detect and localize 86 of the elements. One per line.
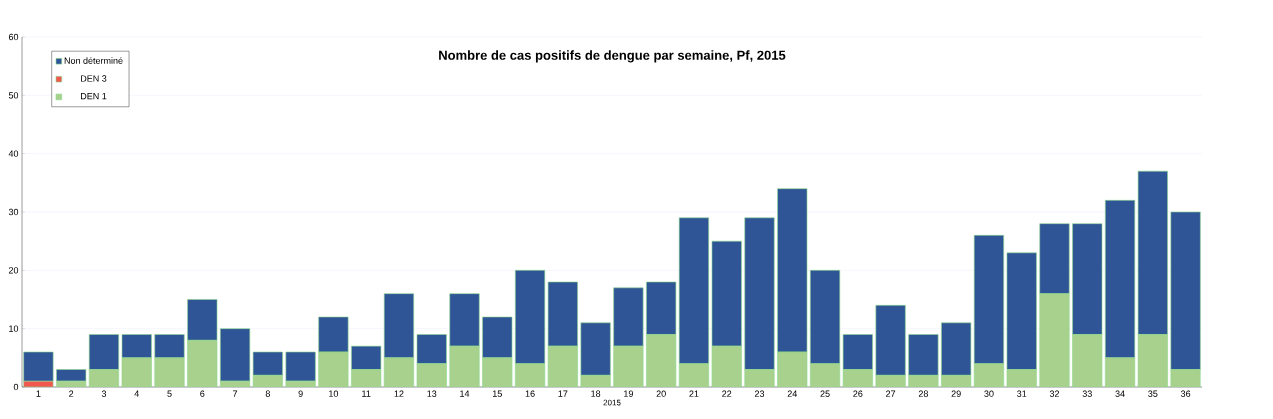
- bar: [875, 305, 906, 376]
- x-tick-label: 7: [233, 390, 238, 397]
- bar: [908, 334, 939, 376]
- x-tick-label: 20: [656, 390, 666, 397]
- x-tick-label: 26: [853, 390, 863, 397]
- bar: [416, 363, 447, 387]
- bar: [88, 334, 120, 370]
- legend-label: DEN 3: [81, 75, 107, 82]
- text: Nombre de cas positifs de dengue par semaine, Pf, 2015: [439, 50, 786, 63]
- bar: [1137, 334, 1168, 387]
- x-tick-label: 25: [820, 390, 830, 397]
- bar: [1104, 357, 1136, 387]
- bar: [941, 322, 972, 376]
- x-tick-label: 33: [1082, 390, 1092, 397]
- x-tick-label: 2: [69, 390, 74, 397]
- bar: [121, 357, 152, 387]
- y-tick-label: 20: [8, 267, 19, 274]
- x-tick-label: 15: [492, 390, 502, 397]
- x-tick-label: 17: [558, 390, 568, 397]
- bar: [777, 351, 808, 387]
- bar: [842, 334, 873, 370]
- bar: [678, 363, 709, 387]
- x-tick-label: 31: [1017, 390, 1027, 397]
- bar: [318, 351, 349, 387]
- y-tick-label: 60: [8, 33, 19, 41]
- x-tick-label: 23: [754, 390, 765, 397]
- x-tick-label: 22: [722, 390, 732, 397]
- x-tick-label: 36: [1180, 390, 1191, 397]
- bar: [220, 328, 251, 382]
- x-tick-label: 29: [951, 390, 961, 397]
- bar: [416, 334, 447, 364]
- x-tick-label: 24: [787, 390, 798, 397]
- x-tick-label: 1: [36, 390, 41, 397]
- y-tick-label: 50: [8, 92, 19, 99]
- bar: [154, 334, 185, 359]
- y-tick-label: 30: [8, 208, 19, 216]
- bar: [613, 345, 644, 387]
- bar: [383, 357, 414, 387]
- x-tick-label: 12: [394, 390, 404, 397]
- x-tick-label: 11: [362, 390, 371, 397]
- x-tick-label: 4: [134, 390, 139, 397]
- bar: [1072, 334, 1103, 387]
- x-tick-label: 34: [1115, 390, 1125, 397]
- x-tick-label: 5: [167, 390, 172, 397]
- x-tick-label: 6: [200, 390, 205, 397]
- bar: [187, 340, 218, 387]
- bar: [580, 322, 611, 376]
- bar: [252, 351, 283, 376]
- bar: [318, 316, 349, 353]
- bar: [1039, 293, 1070, 387]
- bar: [973, 363, 1004, 387]
- x-tick-label: 35: [1148, 390, 1158, 397]
- bar: [744, 369, 775, 387]
- x-tick-label: 13: [427, 390, 437, 397]
- x-tick-label: 14: [460, 390, 470, 397]
- x-tick-label: 18: [591, 390, 601, 397]
- bar: [646, 334, 677, 387]
- x-tick-label: 32: [1049, 390, 1060, 397]
- bar: [547, 345, 578, 387]
- x-tick-label: 28: [918, 390, 928, 397]
- x-tick-label: 16: [525, 390, 535, 397]
- x-tick-label: 8: [265, 390, 270, 397]
- bar: [711, 345, 742, 387]
- x-tick-label: 3: [101, 390, 107, 397]
- bar: [121, 334, 152, 359]
- x-tick-label: 30: [984, 390, 994, 397]
- x-tick-label: 10: [329, 390, 339, 397]
- bar: [285, 351, 316, 382]
- bar: [810, 363, 841, 387]
- x-tick-label: 19: [624, 390, 633, 397]
- y-tick-label: 0: [13, 383, 19, 391]
- x-tick-label: 9: [298, 390, 303, 397]
- bar: [449, 345, 480, 387]
- y-tick-label: 40: [8, 150, 19, 157]
- bar: [187, 299, 218, 341]
- y-tick-label: 10: [9, 325, 19, 332]
- x-tick-label: 27: [886, 390, 896, 397]
- x-tick-label: 21: [689, 390, 699, 397]
- bar: [515, 363, 546, 387]
- legend-label: Non déterminé: [64, 57, 123, 64]
- bar: [482, 357, 513, 387]
- bar: [154, 357, 185, 387]
- bar: [351, 345, 382, 370]
- bar: [482, 316, 513, 359]
- x-axis-title: 2015: [603, 399, 621, 406]
- legend-label: DEN 1: [81, 93, 107, 100]
